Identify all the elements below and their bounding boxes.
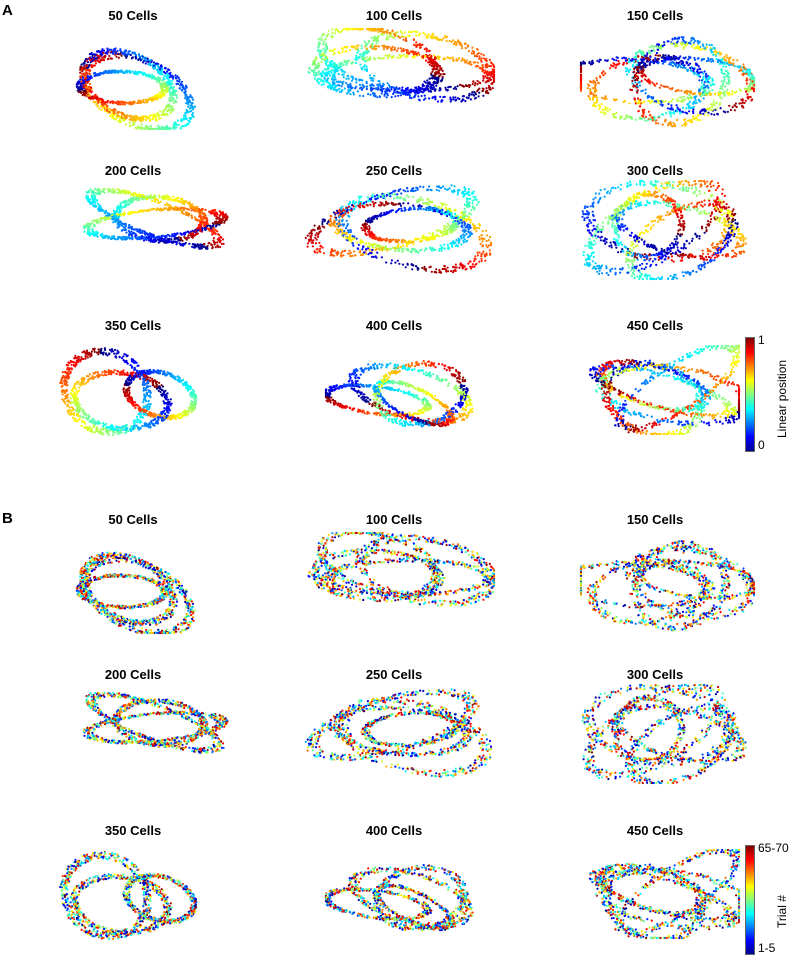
panel-b-title-8: 400 Cells	[294, 823, 494, 838]
panel-b-title-1: 50 Cells	[33, 512, 233, 527]
panel-b-colorbar-max: 65-70	[758, 841, 789, 855]
embedding-points	[307, 531, 496, 607]
panel-b-embedding-5	[304, 688, 493, 778]
panel-b-embedding-1	[75, 551, 197, 635]
embedding-points	[581, 683, 747, 785]
panel-a-embedding-2	[307, 27, 496, 103]
panel-b-title-3: 150 Cells	[555, 512, 755, 527]
panel-a-embedding-4	[82, 187, 229, 250]
panel-b-colorbar-label: Trial #	[775, 895, 789, 928]
panel-b-embedding-8	[324, 863, 474, 932]
panel-a-embedding-3	[579, 36, 756, 128]
panel-b-title-5: 250 Cells	[294, 667, 494, 682]
embedding-points	[82, 691, 229, 754]
panel-a-title-8: 400 Cells	[294, 318, 494, 333]
embedding-points	[324, 863, 474, 932]
embedding-points	[304, 688, 493, 778]
embedding-points	[304, 184, 493, 274]
panel-a-title-2: 100 Cells	[294, 8, 494, 23]
panel-a-title-5: 250 Cells	[294, 163, 494, 178]
panel-b-colorbar	[745, 845, 755, 955]
embedding-points	[579, 36, 756, 128]
panel-a-embedding-5	[304, 184, 493, 274]
panel-b-embedding-4	[82, 691, 229, 754]
embedding-points	[588, 848, 741, 940]
panel-b-embedding-2	[307, 531, 496, 607]
panel-b-letter: B	[2, 510, 13, 527]
panel-b-title-6: 300 Cells	[555, 667, 755, 682]
panel-a-letter: A	[2, 2, 13, 19]
panel-a-title-4: 200 Cells	[33, 163, 233, 178]
panel-b-title-4: 200 Cells	[33, 667, 233, 682]
embedding-points	[581, 179, 747, 281]
panel-a-title-6: 300 Cells	[555, 163, 755, 178]
embedding-points	[59, 347, 198, 436]
panel-b-embedding-3	[579, 540, 756, 632]
embedding-points	[588, 344, 741, 436]
panel-b-title-9: 450 Cells	[555, 823, 755, 838]
panel-b-embedding-6	[581, 683, 747, 785]
embedding-points	[307, 27, 496, 103]
panel-b-embedding-9	[588, 848, 741, 940]
panel-a-colorbar-label: Linear position	[775, 360, 789, 438]
panel-b-embedding-7	[59, 851, 198, 940]
panel-a-title-9: 450 Cells	[555, 318, 755, 333]
embedding-points	[75, 551, 197, 635]
embedding-points	[324, 359, 474, 428]
panel-a-embedding-9	[588, 344, 741, 436]
panel-b-colorbar-min: 1-5	[758, 941, 775, 955]
panel-a-title-3: 150 Cells	[555, 8, 755, 23]
panel-b-title-2: 100 Cells	[294, 512, 494, 527]
panel-a-embedding-7	[59, 347, 198, 436]
panel-a-title-1: 50 Cells	[33, 8, 233, 23]
panel-a-colorbar	[745, 337, 755, 452]
panel-a-embedding-8	[324, 359, 474, 428]
embedding-points	[59, 851, 198, 940]
panel-a-colorbar-min: 0	[758, 438, 765, 452]
panel-b-title-7: 350 Cells	[33, 823, 233, 838]
panel-a-embedding-1	[75, 47, 197, 131]
embedding-points	[82, 187, 229, 250]
panel-a-title-7: 350 Cells	[33, 318, 233, 333]
embedding-points	[579, 540, 756, 632]
embedding-points	[75, 47, 197, 131]
panel-a-embedding-6	[581, 179, 747, 281]
panel-a-colorbar-max: 1	[758, 333, 765, 347]
